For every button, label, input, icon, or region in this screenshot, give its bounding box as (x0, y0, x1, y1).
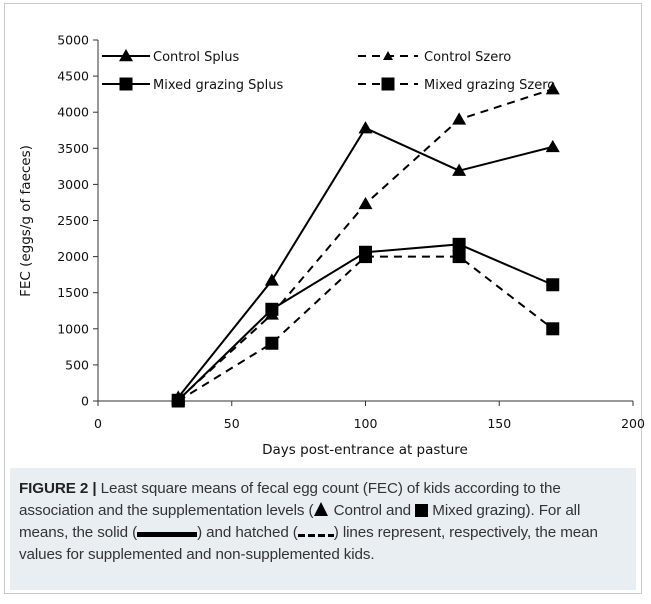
legend: Control Splus Control Szero Mixed grazing … (102, 49, 555, 93)
caption-part-3: Mixed grazing). For all means, the solid… (19, 502, 581, 541)
y-tick-label: 4000 (57, 105, 89, 120)
legend-marker (119, 49, 133, 62)
data-point (546, 322, 560, 336)
caption-part-2: Control and (329, 502, 416, 519)
y-tick-label: 3000 (57, 177, 89, 192)
legend-entry-control-szero: Control Szero (358, 50, 511, 65)
y-tick-label: 5000 (57, 33, 89, 48)
solid-line-icon (137, 532, 198, 537)
legend-label: Control Szero (424, 50, 511, 65)
y-tick-label: 500 (65, 357, 89, 372)
fec-line-chart: 0500100015002000250030003500400045005000… (18, 33, 645, 459)
caption-text: FIGURE 2 | Least square means of fecal e… (19, 478, 627, 566)
x-tick-label: 50 (224, 416, 240, 431)
data-point (452, 237, 466, 251)
series-line (177, 243, 554, 401)
data-point (545, 139, 560, 153)
y-tick-label: 3500 (57, 141, 89, 156)
y-tick-label: 2000 (57, 249, 89, 264)
triangle-icon (314, 502, 329, 516)
square-icon (415, 504, 429, 517)
data-point (546, 278, 560, 292)
data-point (452, 250, 466, 264)
legend-marker (383, 51, 393, 60)
data-point (452, 163, 467, 176)
data-point (171, 394, 185, 408)
figure-caption: FIGURE 2 | Least square means of fecal e… (10, 468, 636, 590)
x-tick-label: 150 (487, 416, 511, 431)
data-point (359, 250, 372, 264)
series-layer (171, 82, 560, 408)
series-line (177, 255, 554, 402)
legend-label: Mixed grazing Splus (153, 78, 283, 93)
y-tick-label: 2500 (57, 213, 89, 228)
series-mixed-grazing-szero (171, 250, 560, 408)
data-point (264, 273, 279, 286)
y-tick-label: 1500 (57, 285, 89, 300)
legend-entry-mixed-grazing-szero: Mixed grazing Szero (358, 77, 555, 93)
x-tick-label: 100 (354, 416, 378, 431)
legend-entry-mixed-grazing-splus: Mixed grazing Splus (102, 77, 283, 93)
y-tick-label: 1000 (57, 321, 89, 336)
y-tick-label: 0 (81, 394, 89, 409)
figure-frame (4, 3, 642, 594)
dashed-line-icon (297, 534, 334, 537)
data-point (265, 336, 279, 350)
data-point (358, 121, 373, 134)
legend-marker (381, 77, 395, 91)
axes: 0500100015002000250030003500400045005000… (57, 33, 645, 432)
series-line (177, 88, 554, 401)
x-axis-title: Days post-entrance at pasture (262, 442, 468, 458)
data-point (265, 302, 279, 316)
data-point (545, 82, 560, 95)
x-tick-label: 0 (94, 416, 102, 431)
series-mixed-grazing-splus (171, 237, 560, 407)
y-tick-label: 4500 (57, 69, 89, 84)
caption-part-5: ) lines represent, respectively, the mea… (19, 524, 598, 563)
legend-marker (119, 77, 133, 91)
x-tick-label: 200 (621, 416, 645, 431)
caption-part-4: ) and hatched ( (197, 524, 298, 541)
data-point (452, 112, 467, 125)
legend-entry-control-splus: Control Splus (102, 49, 239, 65)
data-point (358, 196, 373, 210)
legend-label: Mixed grazing Szero (424, 78, 555, 93)
y-axis-title: FEC (eggs/g of faeces) (18, 145, 34, 297)
caption-part-1: Least square means of fecal egg count (F… (19, 480, 561, 519)
caption-label: FIGURE 2 | (19, 480, 97, 497)
legend-label: Control Splus (153, 50, 239, 65)
